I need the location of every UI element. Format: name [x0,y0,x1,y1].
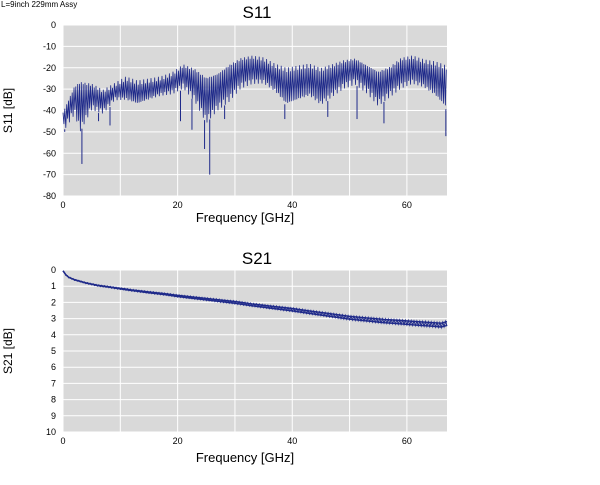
y-tick-label: 6 [51,362,56,372]
chart-title: S11 [243,3,272,22]
y-tick-label: -60 [43,148,56,158]
y-tick-label: 3 [51,314,56,324]
x-tick-label: 20 [173,200,183,210]
y-tick-label: 1 [51,281,56,291]
y-tick-label: 8 [51,395,56,405]
x-tick-label: 40 [287,200,297,210]
y-tick-label: 4 [51,330,56,340]
y-tick-label: -80 [43,191,56,201]
chart-s11: 0 -10 -20 -30 -40 -50 -60 -70 -80 0 20 40 60 S11 Frequ… [1,3,447,225]
x-axis-label: Frequency [GHz] [196,450,294,465]
chart-title: S21 [242,249,272,268]
y-tick-label: -70 [43,170,56,180]
x-tick-label: 60 [402,436,412,446]
y-tick-label: 9 [51,411,56,421]
y-tick-label: -40 [43,106,56,116]
y-tick-label: -30 [43,84,56,94]
y-tick-label: 0 [51,265,56,275]
header-note: L=9inch 229mm Assy [1,0,77,9]
x-tick-label: 40 [287,436,297,446]
y-tick-label: -50 [43,127,56,137]
x-tick-label: 60 [402,200,412,210]
y-tick-label: -20 [43,63,56,73]
y-tick-label: 5 [51,346,56,356]
y-tick-label: 7 [51,378,56,388]
y-tick-label: 2 [51,297,56,307]
x-tick-label: 0 [60,436,65,446]
y-tick-label: 10 [46,427,56,437]
x-tick-label: 20 [173,436,183,446]
chart-s21: 0 1 2 3 4 5 6 7 8 9 10 0 20 40 60 S21 Frequency [GHz] S21… [1,249,447,465]
x-axis-label: Frequency [GHz] [196,210,294,225]
y-tick-label: 0 [51,20,56,30]
x-tick-label: 0 [60,200,65,210]
y-tick-label: -10 [43,41,56,51]
y-axis-label: S11 [dB] [1,88,15,133]
y-axis-label: S21 [dB] [1,328,15,374]
